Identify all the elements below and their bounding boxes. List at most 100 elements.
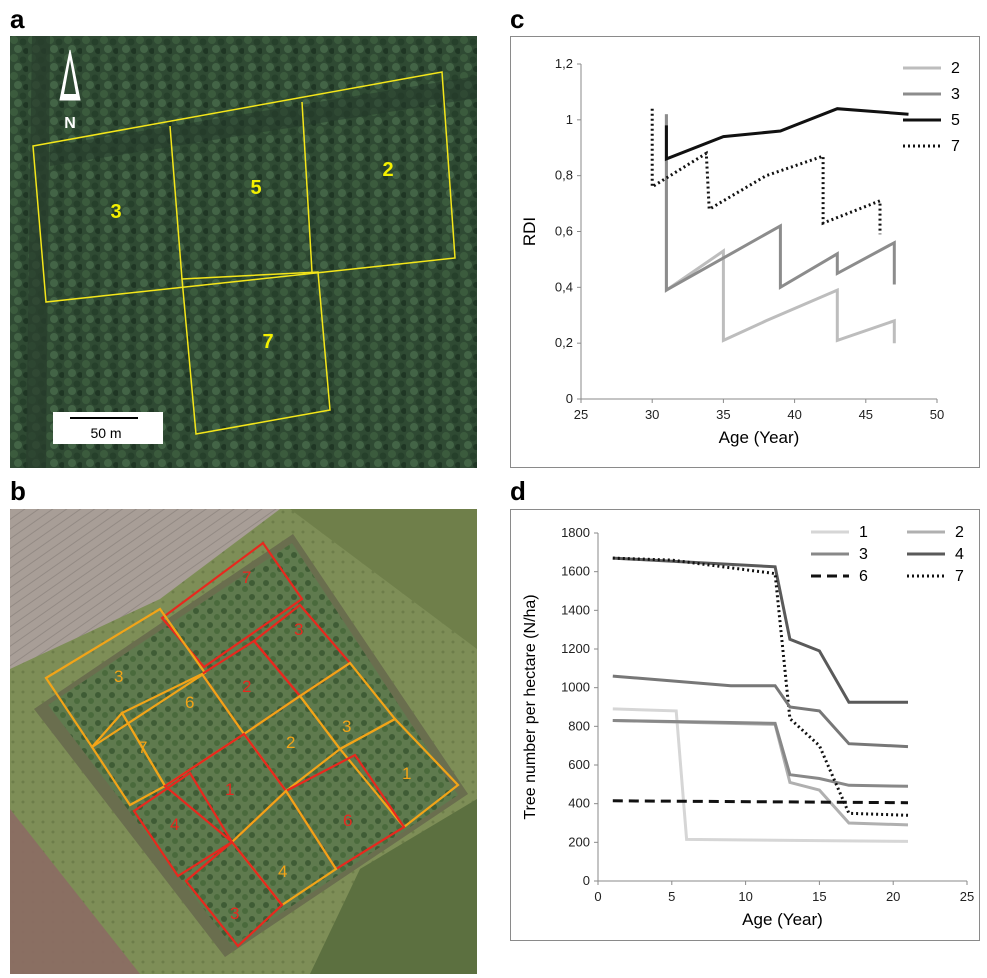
forest-lane <box>50 76 477 166</box>
x-tick-label: 30 <box>645 407 659 422</box>
tree-number-chart: 0 200 400 600 800 1000 1200 1400 1600 1800 0 5 10 15 2… <box>510 509 980 941</box>
plot-label-a-5: 5 <box>250 177 261 199</box>
tree-number-series-group <box>612 556 909 843</box>
field-bottom-left <box>10 809 140 974</box>
rdi-axes-group: 0 0,2 0,4 0,6 0,8 1 1,2 25 30 35 40 45 50 Age (Year) R… <box>520 56 944 447</box>
rdi-series-group <box>650 107 909 344</box>
tree-number-axes-group: 0 200 400 600 800 1000 1200 1400 1600 1800 0 5 10 15 2… <box>522 525 974 929</box>
panel-label-d: d <box>510 476 526 506</box>
x-tick-label: 25 <box>960 889 974 904</box>
plot-label-b-4-left: 4 <box>170 815 179 834</box>
y-tick-label: 1800 <box>561 525 590 540</box>
y-tick-label: 400 <box>568 796 590 811</box>
y-axis-label: RDI <box>520 217 539 246</box>
legend-label-6: 6 <box>859 568 868 585</box>
legend-label-7: 7 <box>951 138 960 155</box>
x-tick-label: 15 <box>812 889 826 904</box>
legend-label-2: 2 <box>951 60 960 77</box>
x-tick-label: 45 <box>859 407 873 422</box>
y-tick-label: 0 <box>583 873 590 888</box>
x-tick-label: 35 <box>716 407 730 422</box>
series-line-unlabeled-6 <box>612 674 909 749</box>
plot-label-b-6-right: 6 <box>343 811 352 830</box>
series-line-3 <box>612 719 909 788</box>
plot-label-b-7-left: 7 <box>138 738 147 757</box>
rdi-legend-group: 2 3 5 7 <box>903 60 960 155</box>
plot-outline-main <box>32 71 456 303</box>
series-line-6 <box>612 799 909 805</box>
panel-label-a: a <box>10 4 25 34</box>
series-line-1 <box>612 707 909 843</box>
y-tick-label: 1,2 <box>555 56 573 71</box>
series-line-5 <box>664 107 909 162</box>
plot-label-b-1-right: 1 <box>402 764 411 783</box>
plot-label-b-3-left: 3 <box>114 667 123 686</box>
y-tick-label: 0,6 <box>555 224 573 239</box>
plot-label-b-4-bottom: 4 <box>278 862 287 881</box>
plot-outline-b-3-bottom <box>184 840 284 948</box>
series-line-2 <box>612 719 909 827</box>
plot-divider-1 <box>169 125 183 280</box>
x-tick-label: 10 <box>738 889 752 904</box>
y-tick-label: 0,2 <box>555 335 573 350</box>
y-tick-label: 1600 <box>561 564 590 579</box>
x-axis-label: Age (Year) <box>742 910 823 929</box>
plot-label-b-2-top: 2 <box>242 677 251 696</box>
x-tick-label: 20 <box>886 889 900 904</box>
legend-label-7: 7 <box>955 568 964 585</box>
legend-label-3: 3 <box>951 86 960 103</box>
y-tick-label: 600 <box>568 757 590 772</box>
series-line-7 <box>650 108 882 235</box>
y-tick-label: 1000 <box>561 680 590 695</box>
legend-label-1: 1 <box>859 524 868 541</box>
plot-label-b-3-top: 3 <box>294 620 303 639</box>
scale-label: 50 m <box>90 425 121 441</box>
tree-number-legend-group: 1 2 3 4 6 7 <box>811 524 964 585</box>
rdi-chart: 0 0,2 0,4 0,6 0,8 1 1,2 25 30 35 40 45 50 Age (Year) R… <box>510 36 980 468</box>
y-axis-label: Tree number per hectare (N/ha) <box>522 594 539 819</box>
plot-label-b-1-mid: 1 <box>225 780 234 799</box>
panel-label-c: c <box>510 4 525 34</box>
y-tick-label: 0,8 <box>555 168 573 183</box>
x-tick-label: 25 <box>574 407 588 422</box>
aerial-photo-b: 7 3 3 2 6 2 3 7 1 1 4 6 4 3 <box>10 509 477 974</box>
plot-label-a-2: 2 <box>382 159 393 181</box>
x-tick-label: 40 <box>787 407 801 422</box>
plot-label-b-7: 7 <box>242 568 251 587</box>
x-tick-label: 5 <box>668 889 675 904</box>
plot-outlines <box>32 71 456 435</box>
plot-label-b-3-bottom: 3 <box>230 904 239 923</box>
plot-outline-7 <box>181 271 331 435</box>
legend-label-5: 5 <box>951 112 960 129</box>
scale-bar: 50 m <box>53 412 163 444</box>
plot-label-a-3: 3 <box>110 201 121 223</box>
plot-label-a-7: 7 <box>262 331 273 353</box>
north-arrow-icon <box>59 49 81 101</box>
y-tick-label: 1 <box>566 112 573 127</box>
tree-number-chart-svg: 0 200 400 600 800 1000 1200 1400 1600 1800 0 5 10 15 2… <box>522 524 974 929</box>
field-top-left <box>10 509 280 669</box>
series-line-3 <box>664 114 896 293</box>
y-tick-label: 200 <box>568 834 590 849</box>
legend-label-4: 4 <box>955 546 964 563</box>
plot-outlines-b <box>44 541 460 948</box>
plot-label-b-2-mid: 2 <box>286 733 295 752</box>
series-line-2 <box>664 114 896 344</box>
field-bottom-right <box>310 799 477 974</box>
series-line-4 <box>612 556 908 704</box>
y-tick-label: 1400 <box>561 602 590 617</box>
plot-outline-b-1-right <box>338 717 460 829</box>
x-tick-label: 50 <box>930 407 944 422</box>
aerial-photo-a: 3 5 2 7 N 50 m <box>10 36 477 468</box>
field-top-right <box>290 509 477 649</box>
panel-label-b: b <box>10 476 26 506</box>
legend-label-3: 3 <box>859 546 868 563</box>
legend-label-2: 2 <box>955 524 964 541</box>
y-tick-label: 1200 <box>561 641 590 656</box>
y-tick-label: 0,4 <box>555 279 573 294</box>
plot-divider-2 <box>301 101 313 273</box>
x-axis-label: Age (Year) <box>719 428 800 447</box>
x-tick-label: 0 <box>594 889 601 904</box>
plot-label-b-6: 6 <box>185 693 194 712</box>
